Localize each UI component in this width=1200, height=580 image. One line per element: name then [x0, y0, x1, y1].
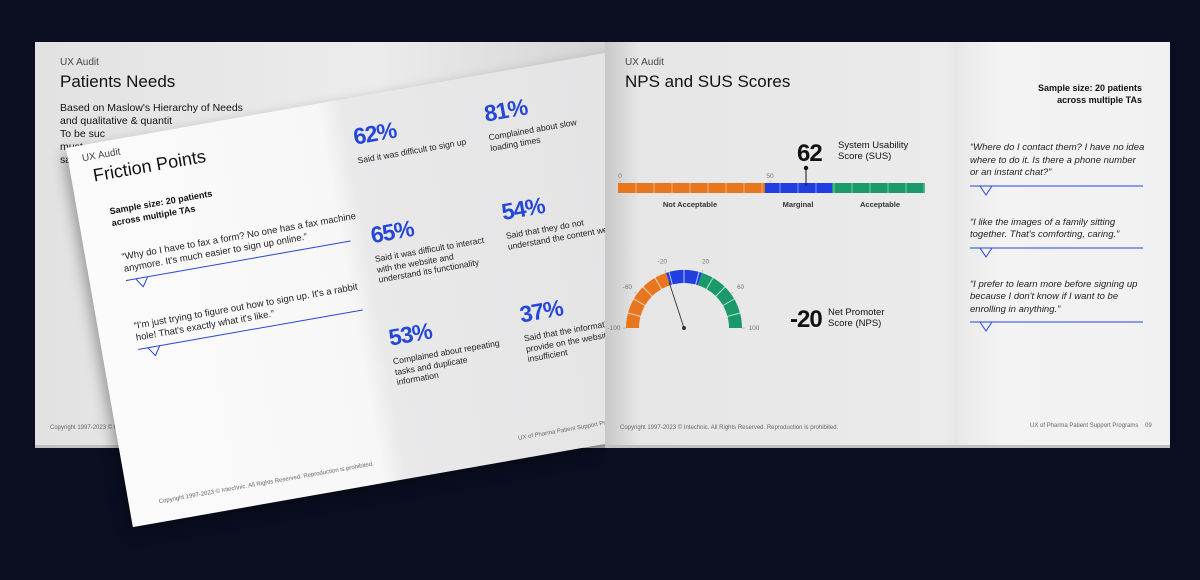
gauge-separator [705, 276, 714, 291]
gauge-hub [682, 326, 686, 330]
body-line: Based on Maslow's Hierarchy of Needs [60, 102, 243, 114]
gauge-separator [668, 270, 674, 286]
quote: “I prefer to learn more before signing u… [970, 278, 1138, 315]
quote-tail [979, 247, 993, 258]
scale-band [618, 183, 765, 193]
quote: “Where do I contact them? I have no idea… [970, 142, 1145, 178]
gauge-separator [654, 276, 663, 291]
friction-sheet: UX Audit Friction Points Sample size: 20… [66, 47, 605, 528]
stat: 54% Said that they do not understand the … [500, 180, 605, 252]
score-marker-dot [803, 165, 809, 171]
stat: 37% Said that the information provide on … [518, 282, 605, 364]
band-label: Acceptable [860, 200, 900, 209]
gauge-needle [668, 282, 685, 329]
gauge-tick-label: -20 [658, 258, 668, 265]
eyebrow: UX Audit [625, 57, 664, 68]
sample-line: across multiple TAs [1057, 95, 1142, 105]
scale-tick-label: 50 [766, 173, 774, 180]
score-value: -20 [790, 306, 822, 333]
gauge-band [697, 272, 742, 328]
quote-underline [970, 185, 1143, 196]
quote-tail [138, 309, 363, 351]
gauge-separator [694, 270, 700, 286]
gauge-tick-label: -60 [623, 284, 633, 291]
gauge-tick [634, 291, 638, 295]
band-label: Not Acceptable [663, 200, 717, 209]
gauge-tick-label: 20 [702, 258, 710, 265]
gauge-separator [626, 312, 642, 318]
quote: “I like the images of a family sitting t… [970, 216, 1120, 241]
gauge-separator [641, 285, 654, 298]
sample-size: Sample size: 20 patients across multiple … [1038, 82, 1142, 106]
gauge-separator [714, 285, 727, 298]
score-value: 62 [797, 140, 822, 167]
score-label: System Usability Score (SUS) [838, 140, 909, 162]
gauge-separator [632, 298, 647, 307]
stat: 81% Complained about slow loading times [482, 82, 602, 154]
sheet-clip: UX Audit Friction Points Sample size: 20… [66, 47, 605, 528]
gauge-tick-label: -100 [607, 325, 620, 332]
sample-line: Sample size: 20 patients [1037, 83, 1142, 93]
quote-tail [979, 185, 993, 196]
quote-underline [970, 247, 1143, 258]
gauge-tick [730, 291, 734, 295]
page-title: NPS and SUS Scores [625, 72, 791, 91]
score-label: Net Promoter Score (NPS) [828, 307, 885, 329]
footer-copyright: Copyright 1997-2023 © Intechnic [50, 425, 138, 431]
footer-title: UX of Pharma Patient Support Programs [517, 417, 605, 442]
gauge-tick [701, 269, 704, 273]
quote-tail [125, 240, 351, 282]
quote-underline [970, 321, 1143, 332]
right-page: UX Audit NPS and SUS Scores Copyright 19… [605, 42, 1170, 445]
quote-panel [958, 42, 1170, 445]
stat: 53% Complained about repeating tasks and … [387, 306, 508, 388]
eyebrow: UX Audit [60, 57, 99, 68]
footer-copyright: Copyright 1997-2023 © Intechnic. All Rig… [158, 461, 375, 506]
sample-size: Sample size: 20 patients across multiple … [109, 187, 216, 229]
quote-underline [125, 240, 351, 288]
body-line: To be suc [60, 128, 105, 140]
quotes: “Why do I have to fax a form? No one has… [121, 210, 376, 360]
quote-tail [979, 321, 993, 332]
quote-tail [147, 345, 161, 357]
quotes: “Where do I contact them? I have no idea… [970, 142, 1145, 333]
band-label: Marginal [783, 200, 814, 209]
gauge-separator [726, 312, 742, 318]
page-number: 09 [1145, 423, 1152, 429]
page-title: Patients Needs [60, 72, 176, 91]
gauge-tick-label: 100 [749, 325, 760, 332]
gauge-separator [721, 298, 736, 307]
quote-tail [135, 276, 149, 288]
gauge-tick [664, 269, 667, 273]
footer-title: UX of Pharma Patient Support Programs [1030, 423, 1139, 429]
stat: 62% Said it was difficult to sign up [351, 105, 469, 166]
scale-band [765, 183, 832, 193]
body-line: and qualitative & quantit [60, 115, 173, 127]
footer-copyright: Copyright 1997-2023 © Intechnic. All Rig… [620, 425, 839, 431]
scale-band [832, 183, 925, 193]
scale-tick-label: 0 [618, 173, 622, 180]
quote-underline [138, 309, 363, 357]
stat: 65% Said it was difficult to interact wit… [369, 203, 490, 285]
gauge-band [626, 272, 671, 328]
gauge-tick-label: 60 [737, 284, 745, 291]
